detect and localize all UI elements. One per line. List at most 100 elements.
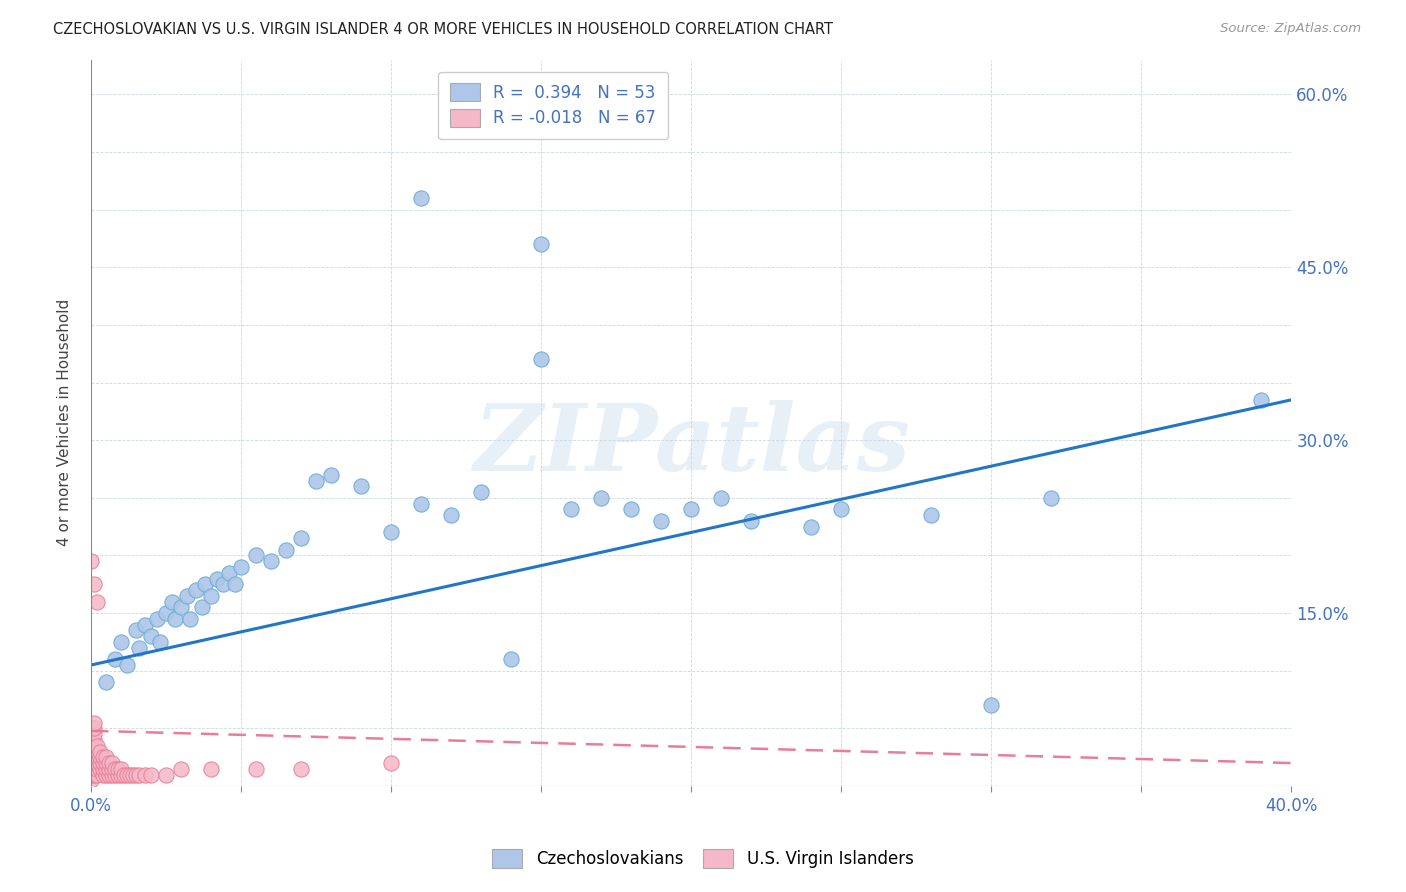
Point (218, 566, 240, 580)
Point (560, 502, 582, 516)
Point (94, 762, 117, 776)
Point (101, 756, 124, 770)
Point (118, 767, 141, 781)
Point (80, 739, 103, 753)
Point (110, 635, 132, 649)
Point (134, 767, 156, 781)
Text: Source: ZipAtlas.com: Source: ZipAtlas.com (1220, 22, 1361, 36)
Point (205, 572, 228, 586)
Point (1250, 392, 1272, 407)
Point (163, 612, 186, 626)
Point (681, 502, 703, 516)
Point (83, 762, 105, 776)
Point (83, 767, 105, 781)
Point (83, 577, 105, 591)
Point (530, 352, 553, 367)
Point (83, 727, 105, 741)
Point (115, 658, 138, 673)
Point (260, 554, 283, 568)
Point (501, 652, 523, 666)
Point (83, 756, 105, 770)
Point (139, 629, 162, 643)
Point (1040, 491, 1063, 505)
Point (83, 722, 105, 736)
Point (104, 652, 127, 666)
Point (89, 756, 111, 770)
Point (80, 554, 103, 568)
Point (128, 640, 150, 655)
Point (104, 767, 127, 781)
Point (83, 745, 105, 759)
Point (409, 497, 432, 511)
Point (86, 762, 108, 776)
Point (86, 767, 108, 781)
Point (94, 767, 117, 781)
Legend: Czechoslovakians, U.S. Virgin Islanders: Czechoslovakians, U.S. Virgin Islanders (486, 843, 920, 875)
Point (319, 467, 342, 482)
Point (380, 525, 402, 540)
Point (409, 191, 432, 205)
Point (274, 542, 297, 557)
Text: ZIPatlas: ZIPatlas (472, 400, 910, 490)
Point (290, 762, 312, 776)
Point (224, 577, 246, 591)
Point (160, 594, 183, 608)
Point (128, 767, 150, 781)
Point (229, 560, 252, 574)
Text: CZECHOSLOVAKIAN VS U.S. VIRGIN ISLANDER 4 OR MORE VEHICLES IN HOUSEHOLD CORRELAT: CZECHOSLOVAKIAN VS U.S. VIRGIN ISLANDER … (53, 22, 834, 37)
Point (212, 577, 235, 591)
Point (91, 756, 114, 770)
Point (470, 485, 492, 500)
Point (86, 745, 108, 759)
Point (184, 583, 207, 598)
Point (112, 767, 135, 781)
Point (80, 750, 103, 764)
Point (86, 594, 108, 608)
Point (620, 502, 643, 516)
Point (146, 612, 169, 626)
Point (110, 767, 132, 781)
Point (94, 675, 117, 690)
Point (80, 722, 103, 736)
Point (80, 727, 103, 741)
Point (97, 762, 120, 776)
Point (155, 767, 177, 781)
Point (980, 698, 1002, 713)
Point (80, 745, 103, 759)
Point (650, 514, 672, 528)
Point (122, 767, 145, 781)
Point (350, 479, 373, 493)
Point (83, 733, 105, 747)
Point (200, 762, 222, 776)
Point (80, 733, 103, 747)
Y-axis label: 4 or more Vehicles in Household: 4 or more Vehicles in Household (58, 299, 72, 547)
Point (305, 474, 328, 488)
Point (89, 750, 111, 764)
Point (80, 762, 103, 776)
Point (86, 750, 108, 764)
Point (440, 508, 463, 523)
Point (107, 767, 129, 781)
Point (101, 762, 124, 776)
Point (94, 756, 117, 770)
Point (125, 767, 148, 781)
Point (83, 750, 105, 764)
Point (740, 514, 762, 528)
Point (139, 767, 162, 781)
Point (591, 491, 613, 505)
Point (91, 750, 114, 764)
Point (89, 762, 111, 776)
Point (245, 762, 267, 776)
Point (830, 502, 852, 516)
Point (110, 762, 132, 776)
Point (380, 756, 402, 770)
Point (191, 600, 214, 615)
Point (115, 767, 138, 781)
Point (97, 767, 120, 781)
Point (530, 237, 553, 252)
Point (83, 715, 105, 730)
Point (107, 762, 129, 776)
Point (245, 549, 267, 563)
Point (94, 750, 117, 764)
Point (97, 756, 120, 770)
